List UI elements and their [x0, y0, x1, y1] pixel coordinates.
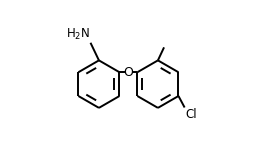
Text: Cl: Cl — [185, 108, 197, 121]
Text: O: O — [123, 66, 133, 79]
Text: H$_2$N: H$_2$N — [66, 26, 90, 41]
